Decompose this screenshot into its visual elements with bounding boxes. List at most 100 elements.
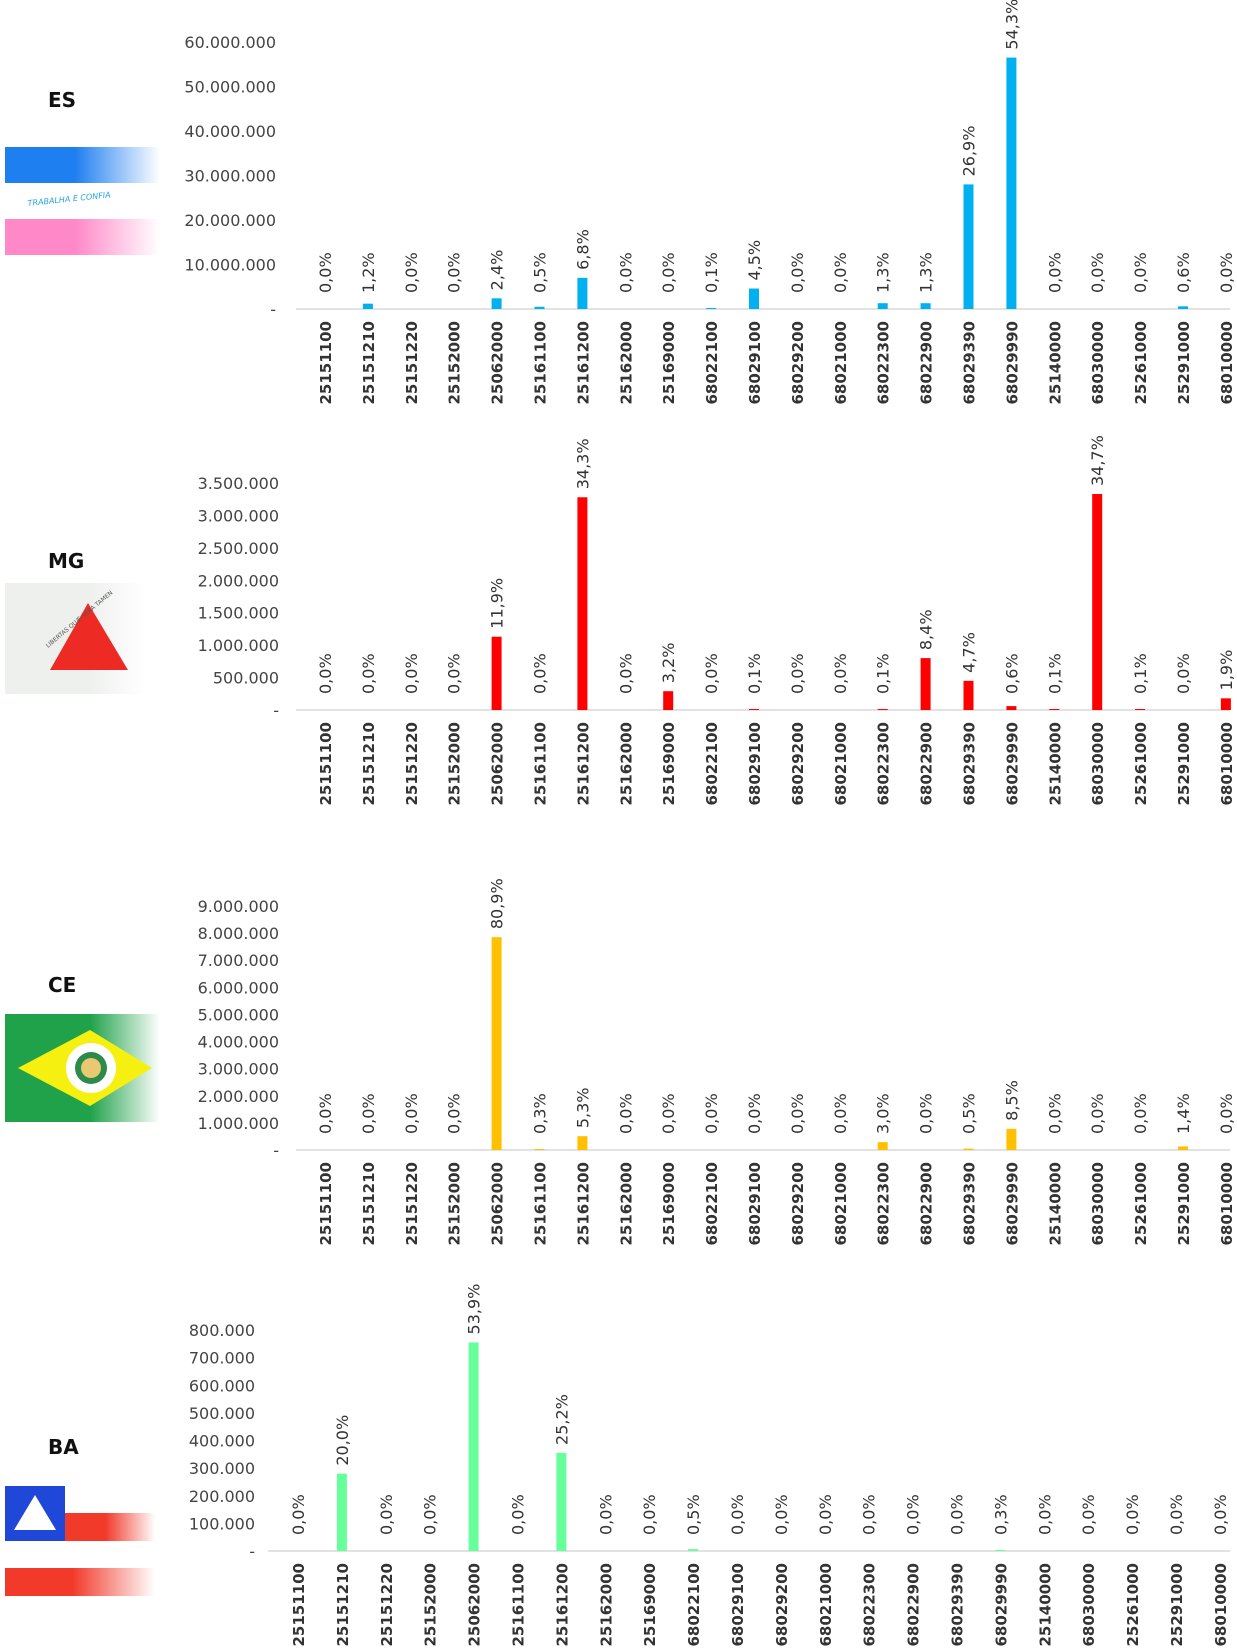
y-tick-label: - (273, 1141, 279, 1160)
data-label: 34,7% (1088, 435, 1107, 486)
y-tick-label: 30.000.000 (184, 167, 276, 186)
x-tick-label: 68022900 (905, 1563, 923, 1647)
data-label: 0,5% (531, 252, 550, 293)
x-tick-label: 25261000 (1132, 722, 1150, 806)
bar-mg-68010000 (1220, 698, 1231, 710)
data-label: 0,0% (1045, 252, 1064, 293)
data-label: 0,0% (788, 653, 807, 694)
data-label: 26,9% (960, 126, 979, 177)
x-tick-label: 25162000 (617, 321, 635, 405)
data-label: 0,0% (860, 1494, 879, 1535)
data-label: 4,5% (745, 240, 764, 281)
y-tick-label: 300.000 (189, 1459, 255, 1478)
data-label: 0,0% (772, 1494, 791, 1535)
x-tick-label: 25169000 (660, 321, 678, 405)
data-label: 0,0% (402, 653, 421, 694)
data-label: 0,0% (509, 1494, 528, 1535)
bar-ce-25161100 (534, 1149, 545, 1150)
bar-es-25161200 (577, 277, 588, 309)
x-tick-label: 25161100 (532, 722, 550, 806)
y-tick-label: 3.000.000 (198, 506, 279, 525)
x-tick-label: 25151220 (403, 722, 421, 806)
y-tick-label: 1.000.000 (198, 636, 279, 655)
bar-ce-68029990 (1006, 1128, 1017, 1150)
y-tick-label: 20.000.000 (184, 211, 276, 230)
bar-ce-25161200 (577, 1136, 588, 1150)
data-label: 5,3% (573, 1088, 592, 1129)
bar-mg-68022900 (920, 658, 931, 710)
x-tick-label: 68030000 (1089, 321, 1107, 405)
x-tick-label: 68029390 (949, 1563, 967, 1647)
x-tick-label: 68030000 (1089, 1162, 1107, 1246)
bar-es-68022900 (920, 303, 931, 309)
x-tick-label: 25151210 (360, 321, 378, 405)
x-tick-label: 25261000 (1132, 321, 1150, 405)
data-label: 0,0% (831, 1093, 850, 1134)
data-label: 0,0% (831, 653, 850, 694)
x-tick-label: 25151100 (317, 321, 335, 405)
x-tick-label: 68029390 (961, 321, 979, 405)
y-tick-label: 2.500.000 (198, 539, 279, 558)
x-tick-label: 25161200 (574, 321, 592, 405)
x-tick-label: 25151220 (403, 321, 421, 405)
x-tick-label: 25291000 (1175, 321, 1193, 405)
y-tick-label: - (270, 300, 276, 319)
data-label: 0,0% (1131, 1093, 1150, 1134)
data-label: 0,0% (316, 1093, 335, 1134)
data-label: 0,0% (917, 1093, 936, 1134)
y-tick-label: 10.000.000 (184, 256, 276, 275)
x-tick-label: 68029100 (746, 1162, 764, 1246)
x-tick-label: 25151220 (378, 1563, 396, 1647)
data-label: 0,0% (445, 252, 464, 293)
bar-mg-25140000 (1049, 709, 1060, 710)
x-tick-label: 68022900 (918, 321, 936, 405)
data-label: 0,0% (402, 252, 421, 293)
x-tick-label: 68010000 (1218, 1162, 1236, 1246)
data-label: 0,0% (359, 653, 378, 694)
x-tick-label: 68029200 (773, 1563, 791, 1647)
data-label: 1,2% (359, 252, 378, 293)
x-tick-label: 25062000 (489, 321, 507, 405)
x-tick-label: 68029100 (746, 722, 764, 806)
data-label: 4,7% (960, 632, 979, 673)
bar-es-68022300 (877, 303, 888, 309)
x-tick-label: 25062000 (489, 722, 507, 806)
y-tick-label: 6.000.000 (198, 978, 279, 997)
data-label: 0,0% (1217, 1093, 1236, 1134)
x-tick-label: 68030000 (1089, 722, 1107, 806)
x-tick-label: 25140000 (1036, 1563, 1054, 1647)
y-tick-label: 2.000.000 (198, 571, 279, 590)
data-label: 0,0% (359, 1093, 378, 1134)
data-label: 0,0% (1123, 1494, 1142, 1535)
y-tick-label: 400.000 (189, 1432, 255, 1451)
y-tick-label: - (273, 701, 279, 720)
data-label: 0,0% (445, 1093, 464, 1134)
bar-ce-68029390 (963, 1148, 974, 1150)
y-tick-label: 3.500.000 (198, 474, 279, 493)
state-label-es: ES (48, 88, 76, 112)
x-tick-label: 68029990 (1003, 321, 1021, 405)
x-tick-label: 68029200 (789, 722, 807, 806)
x-tick-label: 68029200 (789, 321, 807, 405)
x-tick-label: 25161100 (532, 321, 550, 405)
x-tick-label: 68021000 (832, 1162, 850, 1246)
data-label: 0,0% (1045, 1093, 1064, 1134)
x-tick-label: 68029990 (1003, 722, 1021, 806)
bar-mg-68029390 (963, 680, 974, 710)
x-tick-label: 68029100 (746, 321, 764, 405)
bar-es-68022100 (706, 308, 717, 309)
x-tick-label: 68022100 (685, 1563, 703, 1647)
x-tick-label: 68029990 (992, 1563, 1010, 1647)
x-tick-label: 25161100 (510, 1563, 528, 1647)
y-tick-label: - (249, 1542, 255, 1561)
data-label: 25,2% (552, 1394, 571, 1445)
x-tick-label: 25291000 (1175, 1162, 1193, 1246)
x-tick-label: 25151100 (317, 722, 335, 806)
x-tick-label: 25291000 (1168, 1563, 1186, 1647)
data-label: 0,0% (728, 1494, 747, 1535)
bar-es-68029990 (1006, 57, 1017, 310)
x-tick-label: 68022900 (918, 722, 936, 806)
x-tick-label: 68029390 (961, 722, 979, 806)
data-label: 1,3% (917, 252, 936, 293)
x-tick-label: 25169000 (660, 1162, 678, 1246)
